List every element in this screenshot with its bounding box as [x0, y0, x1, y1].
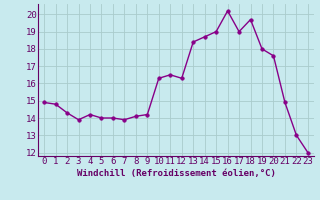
- X-axis label: Windchill (Refroidissement éolien,°C): Windchill (Refroidissement éolien,°C): [76, 169, 276, 178]
